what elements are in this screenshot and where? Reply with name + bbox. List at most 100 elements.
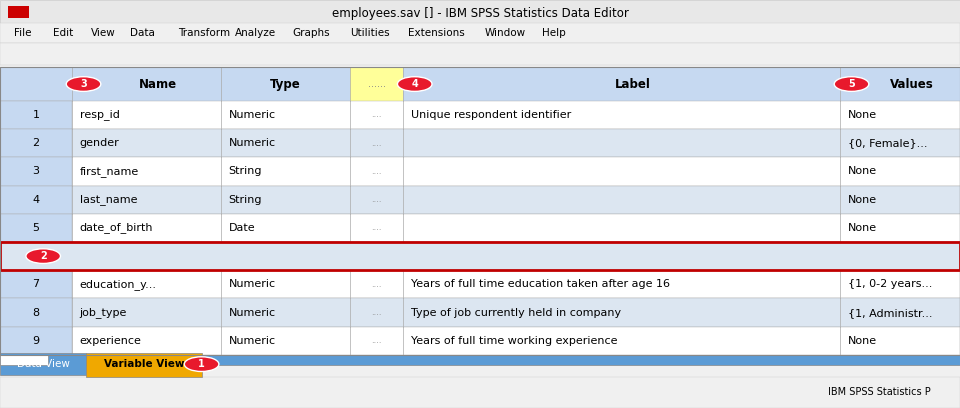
FancyBboxPatch shape (0, 186, 960, 214)
Text: ....: .... (372, 111, 382, 120)
Text: Analyze: Analyze (235, 28, 276, 38)
Text: 6: 6 (33, 251, 39, 261)
FancyBboxPatch shape (0, 129, 960, 157)
Text: File: File (14, 28, 32, 38)
Text: last_name: last_name (80, 194, 137, 205)
Text: ....: .... (372, 252, 382, 261)
Text: None: None (848, 223, 876, 233)
Text: job_type: job_type (80, 307, 127, 318)
FancyBboxPatch shape (86, 353, 202, 377)
Circle shape (834, 77, 869, 91)
FancyBboxPatch shape (8, 6, 29, 18)
Text: gender: gender (80, 138, 119, 148)
Text: None: None (848, 336, 876, 346)
Text: {0, Female}...: {0, Female}... (848, 138, 927, 148)
FancyBboxPatch shape (0, 43, 960, 65)
Text: Date: Date (228, 223, 255, 233)
FancyBboxPatch shape (0, 101, 72, 129)
Text: 1: 1 (198, 359, 205, 369)
Text: Primary type of education followed by respondent: Primary type of education followed by re… (411, 251, 690, 261)
Text: ....: .... (372, 139, 382, 148)
Text: Years of full time working experience: Years of full time working experience (411, 336, 617, 346)
Text: 1: 1 (33, 110, 39, 120)
Text: Graphs: Graphs (293, 28, 330, 38)
Text: None: None (848, 166, 876, 176)
Text: date_of_birth: date_of_birth (80, 222, 154, 233)
FancyBboxPatch shape (0, 327, 72, 355)
Text: 4: 4 (33, 195, 39, 205)
Text: ....: .... (372, 167, 382, 176)
FancyBboxPatch shape (0, 157, 72, 186)
Text: ....: .... (372, 308, 382, 317)
FancyBboxPatch shape (0, 299, 960, 327)
Text: first_name: first_name (80, 166, 139, 177)
Text: IBM SPSS Statistics P: IBM SPSS Statistics P (828, 388, 931, 397)
Text: Transform: Transform (178, 28, 229, 38)
Text: 9: 9 (33, 336, 39, 346)
Text: 3: 3 (80, 79, 87, 89)
Text: 2: 2 (33, 138, 39, 148)
Text: 5: 5 (848, 79, 855, 89)
Text: Numeric: Numeric (228, 279, 276, 289)
Text: 3: 3 (33, 166, 39, 176)
FancyBboxPatch shape (0, 355, 960, 365)
FancyBboxPatch shape (0, 270, 72, 299)
Text: Unique respondent identifier: Unique respondent identifier (411, 110, 571, 120)
FancyBboxPatch shape (0, 214, 72, 242)
FancyBboxPatch shape (0, 242, 960, 270)
FancyBboxPatch shape (0, 242, 960, 270)
FancyBboxPatch shape (0, 299, 72, 327)
Text: {1, 0-2 years...: {1, 0-2 years... (848, 279, 932, 289)
Text: resp_id: resp_id (80, 109, 120, 120)
Text: ....: .... (372, 336, 382, 345)
FancyBboxPatch shape (0, 327, 960, 355)
FancyBboxPatch shape (0, 377, 960, 408)
FancyBboxPatch shape (0, 270, 960, 299)
Text: 8: 8 (33, 308, 39, 317)
Text: String: String (228, 195, 262, 205)
Text: Numeric: Numeric (228, 138, 276, 148)
Text: View: View (91, 28, 116, 38)
Text: Numeric: Numeric (228, 251, 276, 261)
Text: 5: 5 (33, 223, 39, 233)
Text: Name: Name (139, 78, 177, 91)
Text: Data: Data (130, 28, 155, 38)
Text: Data View: Data View (16, 359, 70, 369)
Text: Variable View: Variable View (104, 359, 184, 369)
Text: education_y...: education_y... (80, 279, 156, 290)
Text: Label: Label (615, 78, 651, 91)
Text: Extensions: Extensions (408, 28, 465, 38)
Text: ......: ...... (368, 79, 386, 89)
FancyBboxPatch shape (0, 355, 48, 365)
Text: Utilities: Utilities (350, 28, 390, 38)
Text: String: String (228, 166, 262, 176)
Circle shape (397, 77, 432, 91)
FancyBboxPatch shape (0, 214, 960, 242)
Text: {1, Administr...: {1, Administr... (848, 308, 932, 317)
Text: employees.sav [] - IBM SPSS Statistics Data Editor: employees.sav [] - IBM SPSS Statistics D… (331, 7, 629, 20)
Text: 4: 4 (411, 79, 419, 89)
FancyBboxPatch shape (350, 67, 403, 355)
Text: Years of full time education taken after age 16: Years of full time education taken after… (411, 279, 670, 289)
Text: 2: 2 (39, 251, 47, 261)
FancyBboxPatch shape (0, 129, 72, 157)
Text: education_ty...: education_ty... (80, 251, 161, 262)
Text: Numeric: Numeric (228, 110, 276, 120)
Text: Edit: Edit (53, 28, 73, 38)
FancyBboxPatch shape (0, 0, 960, 24)
FancyBboxPatch shape (0, 101, 960, 129)
Text: None: None (848, 110, 876, 120)
Text: Numeric: Numeric (228, 336, 276, 346)
FancyBboxPatch shape (0, 67, 960, 101)
Circle shape (26, 249, 60, 264)
Text: Type: Type (270, 78, 301, 91)
Text: {1, Law}...: {1, Law}... (848, 251, 909, 261)
Text: ....: .... (372, 195, 382, 204)
Text: Values: Values (890, 78, 933, 91)
FancyBboxPatch shape (0, 186, 72, 214)
Text: 7: 7 (33, 279, 39, 289)
FancyBboxPatch shape (0, 23, 960, 43)
FancyBboxPatch shape (0, 242, 72, 270)
Circle shape (66, 77, 101, 91)
Circle shape (184, 357, 219, 371)
